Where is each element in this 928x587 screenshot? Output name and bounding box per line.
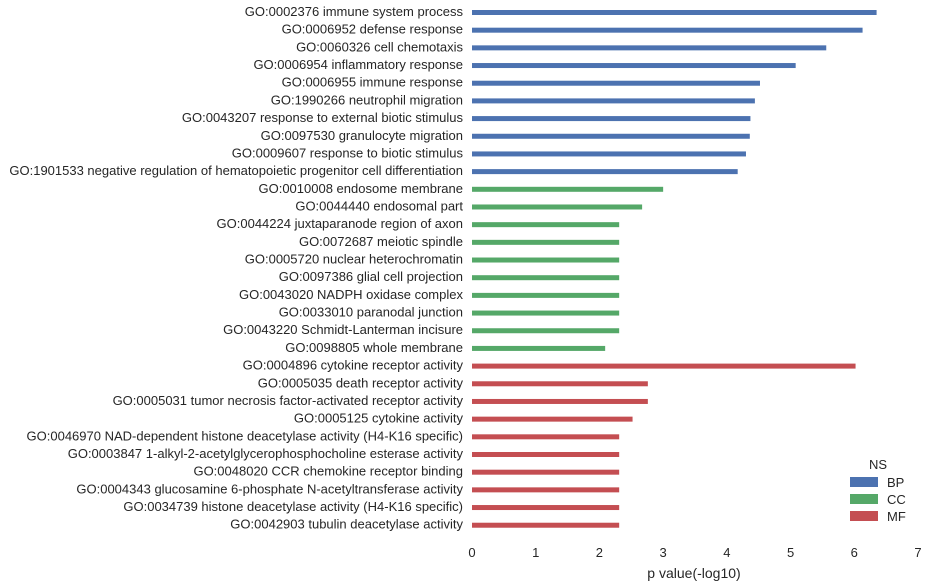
bar-bp xyxy=(472,116,751,122)
bar-mf xyxy=(472,522,620,528)
bar-cc xyxy=(472,345,606,351)
bar-cc xyxy=(472,257,620,263)
bar-mf xyxy=(472,434,620,440)
legend-swatch-mf xyxy=(850,511,878,521)
x-tick-label: 1 xyxy=(532,545,539,560)
x-tick-label: 7 xyxy=(914,545,921,560)
category-label: GO:0034739 histone deacetylase activity … xyxy=(123,499,463,514)
category-label: GO:0004896 cytokine receptor activity xyxy=(243,358,464,373)
x-tick-label: 5 xyxy=(787,545,794,560)
x-tick-label: 6 xyxy=(851,545,858,560)
category-label: GO:0098805 whole membrane xyxy=(285,340,463,355)
category-label: GO:0043020 NADPH oxidase complex xyxy=(239,287,464,302)
x-tick-label: 2 xyxy=(596,545,603,560)
category-label: GO:0044224 juxtaparanode region of axon xyxy=(217,216,463,231)
category-label: GO:0097386 glial cell projection xyxy=(279,269,463,284)
category-label: GO:0002376 immune system process xyxy=(245,4,464,19)
bar-bp xyxy=(472,10,877,15)
bar-mf xyxy=(472,381,648,387)
category-label: GO:0005720 nuclear heterochromatin xyxy=(245,252,463,267)
category-label: GO:0043220 Schmidt-Lanterman incisure xyxy=(223,322,463,337)
legend: NS BP CC MF xyxy=(850,457,906,524)
category-label: GO:0009607 response to biotic stimulus xyxy=(232,145,464,160)
bar-cc xyxy=(472,239,620,245)
bar-cc xyxy=(472,186,664,192)
x-tick-label: 4 xyxy=(723,545,730,560)
bar-cc xyxy=(472,204,643,210)
category-label: GO:0003847 1-alkyl-2-acetylglycerophosph… xyxy=(68,446,464,461)
x-axis-title: p value(-log10) xyxy=(647,565,740,581)
category-label: GO:0046970 NAD-dependent histone deacety… xyxy=(27,428,463,443)
category-label: GO:0006955 immune response xyxy=(282,75,463,90)
category-label: GO:0033010 paranodal junction xyxy=(279,305,463,320)
bar-mf xyxy=(472,487,620,493)
category-label: GO:0097530 granulocyte migration xyxy=(261,128,463,143)
x-tick-label: 0 xyxy=(468,545,475,560)
legend-swatch-cc xyxy=(850,494,878,504)
bar-mf xyxy=(472,505,620,511)
bar-cc xyxy=(472,292,620,298)
bar-bp xyxy=(472,98,755,104)
bar-bp xyxy=(472,133,750,139)
category-label: GO:0005031 tumor necrosis factor-activat… xyxy=(113,393,464,408)
bar-cc xyxy=(472,310,620,316)
bar-bp xyxy=(472,27,863,33)
category-label: GO:0072687 meiotic spindle xyxy=(299,234,463,249)
bar-bp xyxy=(472,63,796,69)
category-label: GO:0060326 cell chemotaxis xyxy=(296,39,463,54)
bar-mf xyxy=(472,363,856,369)
bar-mf xyxy=(472,452,620,457)
bar-cc xyxy=(472,222,620,228)
bar-cc xyxy=(472,328,620,334)
category-label: GO:0010008 endosome membrane xyxy=(258,181,463,196)
bar-bp xyxy=(472,151,746,157)
legend-label-cc: CC xyxy=(887,492,906,507)
category-label: GO:0004343 glucosamine 6-phosphate N-ace… xyxy=(76,481,463,496)
category-label: GO:0005035 death receptor activity xyxy=(258,375,464,390)
category-labels: GO:0002376 immune system process GO:00069… xyxy=(9,4,463,532)
category-label: GO:0048020 CCR chemokine receptor bindin… xyxy=(193,464,463,479)
category-label: GO:0043207 response to external biotic s… xyxy=(182,110,464,125)
category-label: GO:0042903 tubulin deacetylase activity xyxy=(230,517,463,532)
bar-mf xyxy=(472,416,633,422)
bar-bp xyxy=(472,45,827,51)
legend-label-mf: MF xyxy=(887,509,906,524)
bar-mf xyxy=(472,398,648,404)
x-tick-label: 3 xyxy=(660,545,667,560)
category-label: GO:0005125 cytokine activity xyxy=(294,411,464,426)
bar-cc xyxy=(472,275,620,281)
bars xyxy=(472,10,877,528)
category-label: GO:0044440 endosomal part xyxy=(295,198,463,213)
category-label: GO:0006954 inflammatory response xyxy=(253,57,463,72)
category-label: GO:1901533 negative regulation of hemato… xyxy=(9,163,463,178)
legend-title: NS xyxy=(869,457,887,472)
legend-swatch-bp xyxy=(850,477,878,487)
legend-label-bp: BP xyxy=(887,475,904,490)
x-axis: p value(-log10) 0 1 2 3 4 5 6 7 xyxy=(468,545,921,581)
bar-mf xyxy=(472,469,620,475)
category-label: GO:1990266 neutrophil migration xyxy=(271,92,463,107)
category-label: GO:0006952 defense response xyxy=(282,22,463,37)
bar-bp xyxy=(472,169,738,175)
bar-bp xyxy=(472,80,760,86)
